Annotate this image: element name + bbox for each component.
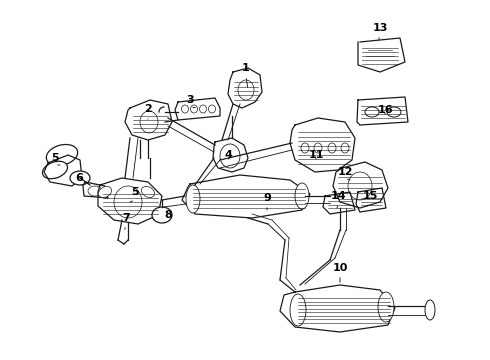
Text: 4: 4 xyxy=(224,150,232,160)
Ellipse shape xyxy=(295,183,309,209)
Ellipse shape xyxy=(209,105,216,113)
Ellipse shape xyxy=(348,172,372,200)
Ellipse shape xyxy=(181,105,189,113)
Text: 2: 2 xyxy=(144,104,152,114)
Ellipse shape xyxy=(114,186,142,218)
Polygon shape xyxy=(83,182,108,198)
Ellipse shape xyxy=(70,171,90,185)
Ellipse shape xyxy=(238,80,254,100)
Ellipse shape xyxy=(199,105,206,113)
Ellipse shape xyxy=(378,292,394,322)
Polygon shape xyxy=(280,285,395,332)
Ellipse shape xyxy=(142,186,154,198)
Ellipse shape xyxy=(43,161,68,179)
Polygon shape xyxy=(323,192,355,214)
Text: 5: 5 xyxy=(131,187,139,197)
Ellipse shape xyxy=(88,186,102,196)
Text: 13: 13 xyxy=(372,23,388,33)
Polygon shape xyxy=(98,178,162,224)
Polygon shape xyxy=(356,188,386,212)
Text: 11: 11 xyxy=(308,150,324,160)
Text: 12: 12 xyxy=(337,167,353,177)
Polygon shape xyxy=(357,97,408,125)
Ellipse shape xyxy=(98,186,112,198)
Ellipse shape xyxy=(341,143,349,153)
Text: 3: 3 xyxy=(186,95,194,105)
Text: 15: 15 xyxy=(362,191,378,201)
Polygon shape xyxy=(213,138,248,172)
Polygon shape xyxy=(182,175,310,218)
Text: 10: 10 xyxy=(332,263,348,273)
Ellipse shape xyxy=(140,111,158,133)
Ellipse shape xyxy=(220,144,240,168)
Ellipse shape xyxy=(290,294,306,326)
Polygon shape xyxy=(44,155,82,186)
Ellipse shape xyxy=(328,143,336,153)
Ellipse shape xyxy=(186,185,200,213)
Polygon shape xyxy=(333,162,388,208)
Polygon shape xyxy=(290,118,355,172)
Text: 5: 5 xyxy=(51,153,59,163)
Ellipse shape xyxy=(152,207,172,223)
Text: 7: 7 xyxy=(122,213,130,223)
Polygon shape xyxy=(358,38,405,72)
Polygon shape xyxy=(228,68,262,108)
Polygon shape xyxy=(125,100,172,140)
Polygon shape xyxy=(175,98,220,120)
Ellipse shape xyxy=(387,107,401,117)
Ellipse shape xyxy=(301,143,309,153)
Ellipse shape xyxy=(365,107,379,117)
Text: 8: 8 xyxy=(164,210,172,220)
Text: 6: 6 xyxy=(75,173,83,183)
Ellipse shape xyxy=(314,143,322,153)
Text: 1: 1 xyxy=(242,63,250,73)
Ellipse shape xyxy=(47,144,78,166)
Ellipse shape xyxy=(191,105,197,113)
Text: 9: 9 xyxy=(263,193,271,203)
Ellipse shape xyxy=(425,300,435,320)
Text: 16: 16 xyxy=(377,105,393,115)
Text: 14: 14 xyxy=(330,191,346,201)
